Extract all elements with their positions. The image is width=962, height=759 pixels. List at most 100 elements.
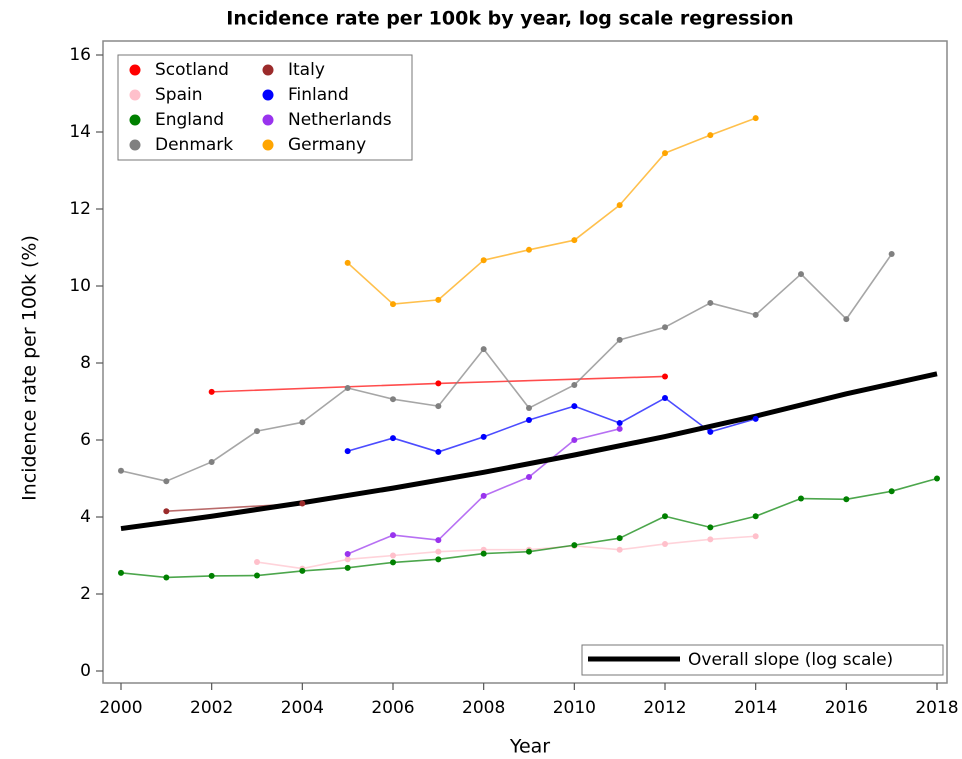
legend-box (581, 644, 944, 676)
data-point (707, 524, 714, 531)
data-point (390, 532, 396, 539)
y-tick-label: 16 (69, 45, 91, 65)
chart-title: Incidence rate per 100k by year, log sca… (226, 8, 793, 30)
data-point (843, 496, 850, 503)
data-point (662, 513, 668, 520)
data-point (752, 513, 759, 520)
x-tick-label: 2008 (462, 698, 505, 718)
data-point (571, 237, 578, 244)
data-point (707, 428, 714, 435)
data-point (299, 419, 306, 426)
data-point (163, 574, 170, 581)
data-point (390, 559, 396, 566)
legend-label: Scotland (155, 60, 229, 80)
data-point (344, 448, 351, 455)
data-point (526, 473, 532, 480)
series-line (256, 535, 756, 570)
legend-label: Italy (288, 60, 325, 80)
y-tick-label: 4 (80, 507, 91, 527)
data-point (254, 559, 260, 566)
data-point (616, 546, 623, 553)
data-point (934, 475, 940, 482)
data-point (526, 548, 532, 555)
y-tick-label: 6 (80, 430, 91, 450)
legend-label: Netherlands (288, 110, 392, 130)
x-tick-label: 2006 (371, 698, 414, 718)
data-point (344, 259, 351, 266)
data-point (843, 316, 850, 323)
legend-marker (262, 89, 274, 101)
data-point (752, 415, 759, 422)
trend-line (120, 371, 938, 532)
data-point (435, 548, 442, 555)
data-point (390, 435, 396, 442)
data-point (344, 550, 351, 557)
x-tick-label: 2010 (553, 698, 596, 718)
data-point (752, 311, 759, 318)
data-point (480, 433, 487, 440)
legend-marker (262, 139, 274, 151)
data-point (707, 536, 714, 543)
data-point (616, 202, 623, 209)
x-tick-label: 2012 (643, 698, 686, 718)
data-point (571, 542, 578, 549)
data-point (390, 396, 396, 403)
legend-marker (129, 64, 141, 76)
x-tick-label: 2002 (190, 698, 233, 718)
data-point (616, 425, 623, 432)
data-point (752, 115, 759, 122)
data-point (208, 572, 215, 579)
y-tick-label: 12 (69, 199, 91, 219)
x-axis-label: Year (509, 736, 550, 758)
series-line (120, 477, 938, 579)
data-point (435, 556, 442, 563)
data-point (526, 416, 532, 423)
data-point (480, 492, 487, 499)
legend-label: Spain (155, 85, 203, 105)
data-point (707, 299, 714, 306)
data-point (616, 535, 623, 542)
series-line (347, 117, 756, 305)
data-point (118, 569, 124, 576)
data-point (571, 403, 578, 410)
data-point (435, 380, 442, 387)
data-point (798, 271, 804, 278)
plot-frame (102, 40, 948, 684)
data-point (662, 324, 668, 331)
data-point (752, 533, 759, 540)
data-point (662, 395, 668, 402)
data-point (526, 405, 532, 412)
y-tick-label: 10 (69, 276, 91, 296)
x-tick-label: 2016 (825, 698, 868, 718)
data-point (888, 488, 895, 495)
data-point (435, 448, 442, 455)
data-point (616, 420, 623, 427)
y-tick-label: 0 (80, 661, 91, 681)
x-tick-label: 2004 (281, 698, 324, 718)
data-point (299, 500, 306, 507)
data-point (662, 373, 668, 380)
x-tick-label: 2018 (915, 698, 958, 718)
legend-marker (262, 114, 274, 126)
data-point (344, 564, 351, 571)
data-point (254, 428, 260, 435)
legend-marker (129, 114, 141, 126)
data-point (344, 556, 351, 563)
series-line (120, 253, 893, 482)
data-point (208, 458, 215, 465)
data-point (480, 257, 487, 264)
data-point (798, 495, 804, 502)
x-tick-label: 2014 (734, 698, 777, 718)
data-point (571, 437, 578, 443)
data-point (616, 336, 623, 343)
y-axis-label: Incidence rate per 100k (%) (19, 235, 41, 501)
legend-marker (262, 64, 274, 76)
legend-label: Germany (288, 135, 366, 155)
y-tick-label: 8 (80, 353, 91, 373)
data-point (707, 132, 714, 139)
data-point (163, 508, 170, 515)
legend-label: Denmark (155, 135, 233, 155)
data-point (526, 246, 532, 253)
data-point (480, 346, 487, 353)
